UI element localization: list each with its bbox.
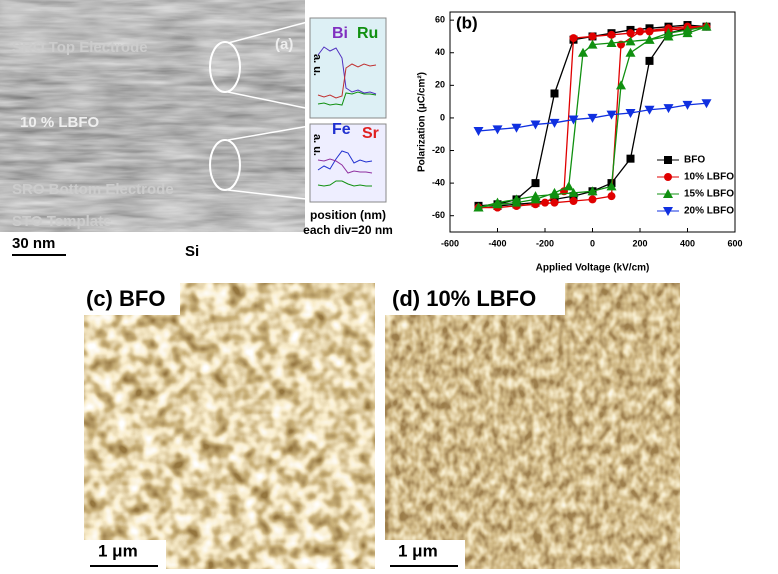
marker: [570, 34, 578, 42]
x-tick-label: 600: [727, 238, 742, 248]
panel-label: (a): [275, 36, 293, 53]
y-tick-label: 0: [440, 112, 445, 122]
x-tick-label: -400: [488, 238, 506, 248]
marker: [646, 28, 654, 36]
marker: [589, 32, 597, 40]
label: SRO Bottom Electrode: [12, 181, 174, 198]
label: SRO Top Electrode: [12, 39, 148, 56]
axis-title: a. u.: [311, 54, 323, 76]
marker: [532, 179, 540, 187]
label: STO Template: [12, 213, 111, 230]
panel-label: (c) BFO: [86, 286, 165, 311]
element-label: Ru: [357, 25, 378, 42]
marker: [626, 48, 636, 57]
afm-image: [84, 283, 375, 569]
panel-label: (b): [456, 13, 478, 32]
afm-image: [385, 283, 680, 569]
marker: [474, 127, 484, 136]
axis-title: a. u.: [311, 134, 323, 156]
x-tick-label: 400: [680, 238, 695, 248]
marker: [550, 188, 560, 197]
note: each div=20 nm: [303, 223, 393, 237]
figure: SRO Top Electrode (a) 10 % LBFO SRO Bott…: [0, 0, 778, 569]
marker: [627, 29, 635, 37]
legend-marker: [664, 156, 672, 164]
y-tick-label: -40: [432, 177, 445, 187]
scale-label: 1 μm: [98, 541, 138, 560]
legend-label: BFO: [684, 155, 705, 166]
x-tick-label: -200: [536, 238, 554, 248]
y-tick-label: -60: [432, 210, 445, 220]
marker: [541, 199, 549, 207]
panel-label: (d) 10% LBFO: [392, 286, 536, 311]
y-tick-label: 20: [435, 80, 445, 90]
legend-label: 15% LBFO: [684, 189, 734, 200]
x-axis-title: Applied Voltage (kV/cm): [536, 263, 650, 274]
marker: [551, 89, 559, 97]
x-tick-label: -600: [441, 238, 459, 248]
element-label: Bi: [332, 25, 348, 42]
axis-title: position (nm): [310, 208, 386, 222]
legend-label: 10% LBFO: [684, 172, 734, 183]
marker: [608, 31, 616, 39]
x-tick-label: 200: [632, 238, 647, 248]
marker: [608, 192, 616, 200]
marker: [627, 155, 635, 163]
element-label: Fe: [332, 121, 351, 138]
marker: [564, 181, 574, 190]
scale-label: 30 nm: [12, 235, 55, 252]
legend-label: 20% LBFO: [684, 206, 734, 217]
y-tick-label: -20: [432, 145, 445, 155]
y-tick-label: 40: [435, 47, 445, 57]
marker: [570, 197, 578, 205]
y-axis-title: Polarization (μC/cm²): [417, 72, 428, 172]
marker: [551, 199, 559, 207]
marker: [646, 57, 654, 65]
legend-marker: [664, 173, 672, 181]
label: Si: [185, 243, 199, 260]
marker: [589, 195, 597, 203]
y-tick-label: 60: [435, 15, 445, 25]
scale-label: 1 μm: [398, 541, 438, 560]
element-label: Sr: [362, 125, 379, 142]
marker: [636, 28, 644, 36]
label: 10 % LBFO: [20, 114, 100, 131]
x-tick-label: 0: [590, 238, 595, 248]
marker: [616, 80, 626, 89]
